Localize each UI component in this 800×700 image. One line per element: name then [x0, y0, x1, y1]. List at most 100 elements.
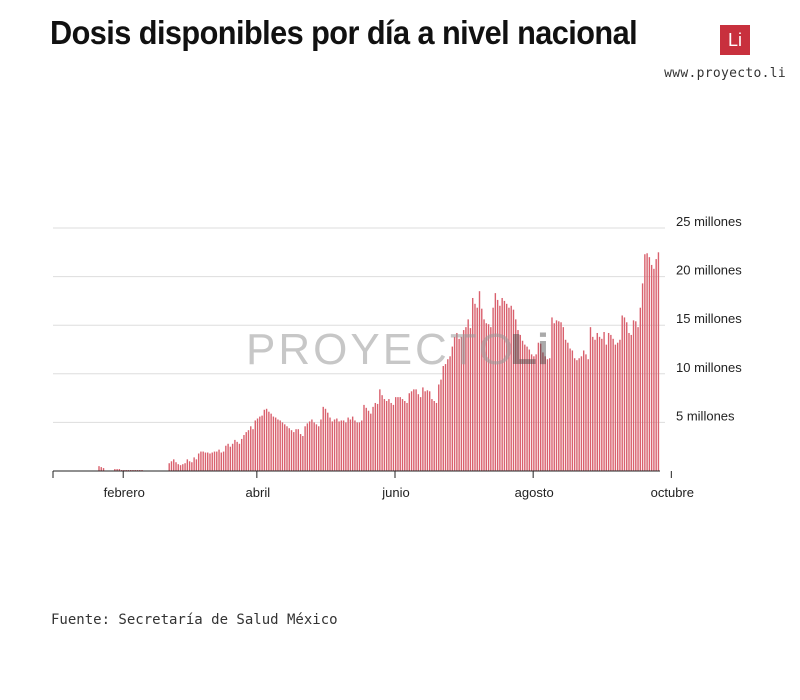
bar	[381, 395, 383, 471]
bar	[261, 415, 263, 471]
bar	[428, 391, 431, 471]
bar	[284, 424, 286, 471]
bar	[336, 418, 338, 471]
bar	[419, 397, 422, 471]
bar	[546, 359, 549, 471]
bar	[560, 322, 562, 471]
source-note: Fuente: Secretaría de Salud México	[51, 612, 338, 628]
bar	[530, 354, 533, 471]
bar	[195, 459, 198, 471]
bar	[170, 461, 173, 471]
bar	[453, 336, 456, 471]
bar	[431, 399, 433, 471]
bar	[250, 426, 252, 471]
bar	[626, 322, 628, 471]
bar	[277, 419, 279, 471]
bar	[460, 336, 463, 471]
bar	[263, 409, 266, 471]
bar	[297, 429, 300, 471]
bar-series	[98, 252, 660, 471]
bar	[256, 418, 259, 471]
bar	[635, 321, 637, 471]
bar	[331, 421, 333, 471]
bar	[571, 350, 574, 471]
bar	[476, 307, 478, 471]
bar	[564, 339, 567, 471]
bar	[191, 462, 193, 471]
bar	[354, 420, 356, 471]
bar	[410, 391, 413, 471]
bar	[655, 259, 657, 471]
bar	[376, 403, 379, 471]
bar	[433, 401, 435, 471]
bar	[653, 268, 655, 471]
bar	[535, 354, 537, 471]
bar	[438, 384, 440, 471]
bar	[483, 319, 485, 471]
bar	[607, 332, 610, 471]
bar	[505, 303, 508, 471]
bar	[98, 466, 100, 471]
bar	[610, 334, 612, 471]
bar	[318, 426, 320, 471]
bar	[322, 406, 324, 471]
y-axis: 5 millones 10 millones 15 millones 20 millo…	[676, 214, 742, 423]
bar	[245, 432, 247, 471]
bar	[290, 430, 293, 471]
bar	[485, 323, 487, 471]
bar	[327, 412, 329, 471]
bar	[293, 432, 295, 471]
bar	[605, 344, 608, 471]
bar	[374, 402, 377, 471]
bar	[240, 438, 243, 471]
bar	[594, 339, 596, 471]
bar	[168, 463, 170, 471]
bar	[222, 451, 225, 471]
bar	[456, 332, 458, 471]
bar	[268, 411, 270, 471]
x-tick-label: octubre	[651, 485, 694, 500]
bar	[388, 399, 390, 471]
y-tick-label: 25 millones	[676, 214, 742, 229]
bar	[549, 358, 551, 471]
bar	[243, 435, 245, 471]
bar	[385, 401, 388, 471]
bar	[422, 387, 424, 471]
bar	[179, 465, 182, 471]
bar	[102, 468, 105, 471]
bar	[231, 443, 234, 471]
bar	[612, 338, 614, 471]
bar	[372, 406, 374, 471]
bar	[533, 356, 535, 471]
bar	[227, 443, 229, 471]
bar	[639, 307, 642, 471]
bar	[118, 469, 121, 471]
x-tick-label: abril	[246, 485, 271, 500]
bar	[338, 421, 340, 471]
bar	[306, 423, 309, 471]
bar	[451, 346, 454, 471]
bar	[601, 338, 603, 471]
bar	[487, 324, 490, 471]
bar	[481, 308, 483, 471]
bar	[619, 339, 621, 471]
bar	[342, 420, 345, 471]
bar	[641, 283, 644, 471]
bar	[512, 309, 515, 471]
bar	[116, 469, 118, 471]
bar	[598, 336, 601, 471]
bar	[424, 391, 426, 471]
bar	[542, 352, 544, 471]
x-tick-label: febrero	[104, 485, 145, 500]
bar	[193, 457, 195, 471]
bar	[361, 420, 363, 471]
bar	[395, 397, 397, 471]
bar	[444, 364, 447, 471]
bar	[218, 449, 220, 471]
bar	[621, 315, 623, 471]
bar	[175, 462, 177, 471]
bar	[415, 389, 417, 471]
bar	[202, 451, 204, 471]
bar	[304, 426, 306, 471]
bar	[458, 338, 460, 471]
